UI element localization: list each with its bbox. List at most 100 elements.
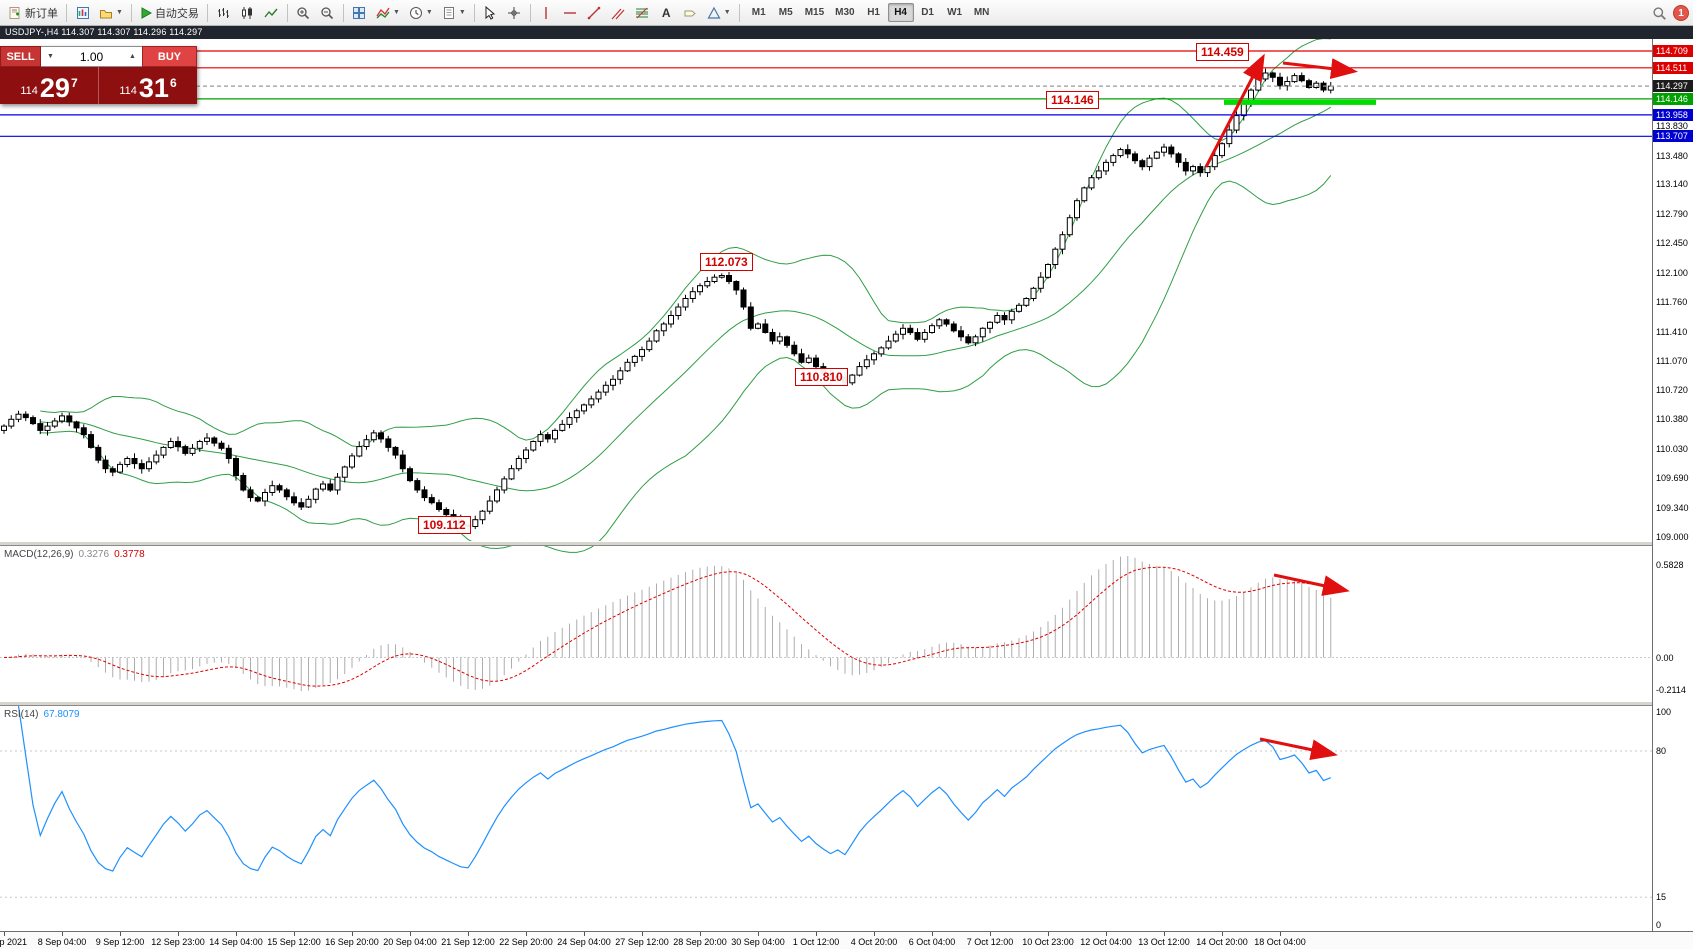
time-tick bbox=[874, 932, 875, 936]
rsi-scale-label: 80 bbox=[1656, 746, 1667, 756]
crosshair-icon bbox=[507, 6, 521, 20]
candles-series bbox=[1, 68, 1334, 532]
new-order-icon bbox=[8, 6, 22, 20]
label-button[interactable] bbox=[679, 2, 702, 23]
trendline-button[interactable] bbox=[583, 2, 606, 23]
timeframe-mn[interactable]: MN bbox=[973, 7, 990, 18]
fibonacci-button[interactable] bbox=[631, 2, 654, 23]
panel-separator[interactable] bbox=[0, 541, 1652, 546]
price-tick-label: 112.450 bbox=[1656, 238, 1688, 248]
timeframe-h1[interactable]: H1 bbox=[867, 7, 880, 18]
vertical-line-button[interactable] bbox=[535, 2, 558, 23]
timeframe-h4[interactable]: H4 bbox=[887, 3, 914, 22]
price-tick-label: 109.000 bbox=[1656, 532, 1689, 542]
sell-button[interactable]: SELL bbox=[0, 46, 41, 67]
zoom-in-button[interactable] bbox=[292, 2, 315, 23]
volume-increase-icon[interactable]: ▲ bbox=[129, 53, 136, 60]
price-tick-label: 111.760 bbox=[1656, 297, 1688, 307]
chevron-down-icon: ▼ bbox=[425, 9, 433, 16]
timeframe-d1[interactable]: D1 bbox=[921, 7, 934, 18]
time-label: 22 Sep 20:00 bbox=[499, 937, 553, 947]
macd-signal-line bbox=[3, 566, 1331, 687]
line-chart-icon bbox=[264, 6, 278, 20]
equidistant-channel-icon bbox=[611, 6, 625, 20]
chart-window-button[interactable] bbox=[71, 2, 94, 23]
tile-windows-button[interactable] bbox=[348, 2, 371, 23]
vertical-line-icon bbox=[539, 6, 553, 20]
time-tick bbox=[816, 932, 817, 936]
timeframe-m15[interactable]: M15 bbox=[804, 7, 825, 18]
new-order-button[interactable]: 新订单 bbox=[4, 2, 62, 23]
indicators-icon bbox=[376, 6, 390, 20]
time-tick bbox=[700, 932, 701, 936]
time-tick bbox=[410, 932, 411, 936]
horizontal-line-icon bbox=[563, 6, 577, 20]
templates-button[interactable]: ▼ bbox=[438, 2, 470, 23]
trend-arrow[interactable] bbox=[1273, 573, 1350, 596]
volume-field[interactable]: ▼ 1.00 ▲ bbox=[41, 46, 142, 67]
time-label: 12 Oct 04:00 bbox=[1080, 937, 1132, 947]
time-tick bbox=[178, 932, 179, 936]
price-axis[interactable]: 113.830 113.480 113.140 112.790 112.450 112.1… bbox=[1652, 39, 1693, 931]
time-label: 4 Oct 20:00 bbox=[850, 937, 898, 947]
shapes-button[interactable]: ▼ bbox=[703, 2, 735, 23]
panel-separator[interactable] bbox=[0, 701, 1652, 706]
timeframe-m30[interactable]: M30 bbox=[835, 7, 855, 18]
toolbar-separator bbox=[130, 3, 132, 22]
volume-decrease-icon[interactable]: ▼ bbox=[47, 53, 54, 60]
time-label: 30 Sep 04:00 bbox=[731, 937, 785, 947]
tile-windows-icon bbox=[352, 6, 366, 20]
buy-price[interactable]: 114 31 6 bbox=[119, 73, 177, 103]
profiles-button[interactable]: ▼ bbox=[95, 2, 127, 23]
time-tick bbox=[1164, 932, 1165, 936]
price-tick-label: 109.340 bbox=[1656, 503, 1689, 513]
line-chart-button[interactable] bbox=[260, 2, 283, 23]
time-tick bbox=[468, 932, 469, 936]
cursor-button[interactable] bbox=[479, 2, 502, 23]
candlestick-button[interactable] bbox=[236, 2, 259, 23]
candlestick-icon bbox=[240, 6, 254, 20]
toolbar-separator bbox=[286, 3, 288, 22]
time-label: 16 Sep 20:00 bbox=[325, 937, 379, 947]
bar-chart-button[interactable] bbox=[212, 2, 235, 23]
chevron-down-icon: ▼ bbox=[392, 9, 400, 16]
price-marker-flag: 113.707 bbox=[1653, 130, 1693, 142]
macd-label: MACD(12,26,9) 0.3276 0.3778 bbox=[4, 549, 145, 560]
notification-badge[interactable]: 1 bbox=[1673, 5, 1689, 21]
time-label: 7 Oct 12:00 bbox=[966, 937, 1014, 947]
indicators-button[interactable]: ▼ bbox=[372, 2, 404, 23]
time-label: 24 Sep 04:00 bbox=[557, 937, 611, 947]
timeframe-m1[interactable]: M1 bbox=[751, 7, 766, 18]
rsi-scale-label: 15 bbox=[1656, 892, 1667, 902]
support-zone-highlight[interactable] bbox=[1224, 99, 1376, 105]
price-marker-flag: 113.958 bbox=[1653, 109, 1693, 121]
main-chart-canvas[interactable] bbox=[0, 39, 1652, 949]
label-tag-icon bbox=[683, 6, 697, 20]
sell-price[interactable]: 114 29 7 bbox=[0, 67, 99, 104]
time-tick bbox=[584, 932, 585, 936]
trend-arrow[interactable] bbox=[1204, 53, 1265, 168]
time-tick bbox=[932, 932, 933, 936]
volume-value[interactable]: 1.00 bbox=[79, 49, 104, 64]
toolbar-separator bbox=[473, 3, 475, 22]
time-axis[interactable]: 8 Sep 2021 8 Sep 04:00 9 Sep 12:00 12 Sep 2… bbox=[0, 931, 1693, 949]
horizontal-line-button[interactable] bbox=[559, 2, 582, 23]
toolbar-separator bbox=[66, 3, 67, 22]
periods-button[interactable]: ▼ bbox=[405, 2, 437, 23]
macd-scale-label: 0.00 bbox=[1656, 653, 1674, 663]
shapes-icon bbox=[707, 6, 721, 20]
periods-clock-icon bbox=[409, 6, 423, 20]
trend-arrow[interactable] bbox=[1282, 58, 1358, 80]
time-label: 28 Sep 20:00 bbox=[673, 937, 727, 947]
timeframe-w1[interactable]: W1 bbox=[947, 7, 963, 18]
autotrading-button[interactable]: 自动交易 bbox=[136, 2, 203, 23]
buy-button[interactable]: BUY bbox=[142, 46, 197, 67]
time-tick bbox=[1106, 932, 1107, 936]
text-button[interactable]: A bbox=[655, 2, 678, 23]
timeframe-m5[interactable]: M5 bbox=[778, 7, 793, 18]
search-icon[interactable] bbox=[1652, 6, 1667, 21]
zoom-out-button[interactable] bbox=[316, 2, 339, 23]
channel-button[interactable] bbox=[607, 2, 630, 23]
trend-arrow[interactable] bbox=[1259, 737, 1338, 760]
crosshair-button[interactable] bbox=[503, 2, 526, 23]
